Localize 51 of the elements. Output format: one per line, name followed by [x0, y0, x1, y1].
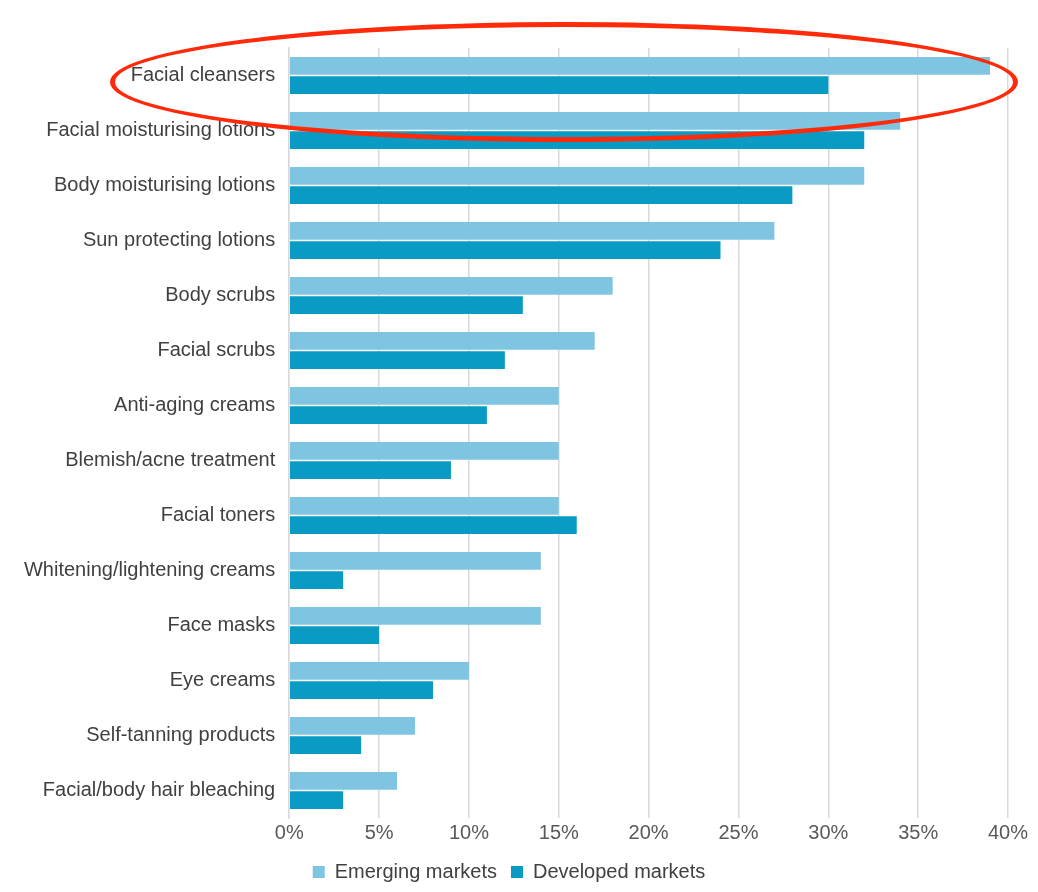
x-tick-label: 0% [274, 820, 304, 843]
x-tick-label: 25% [718, 820, 759, 843]
x-tick-label: 5% [364, 820, 394, 843]
bar [289, 296, 523, 314]
legend-label: Developed markets [532, 859, 706, 882]
bar [289, 387, 559, 405]
y-tick-label: Facial toners [160, 503, 276, 526]
bar [289, 442, 559, 460]
y-tick-label: Eye creams [169, 668, 276, 691]
bar [289, 332, 595, 350]
bar [289, 186, 793, 204]
y-tick-label: Facial/body hair bleaching [42, 778, 276, 801]
x-tick-label: 30% [808, 820, 849, 843]
bar [289, 717, 416, 735]
bar [289, 461, 451, 479]
bar [289, 791, 344, 809]
y-tick-label: Face masks [167, 613, 276, 636]
bar [289, 571, 344, 589]
y-tick-label: Facial scrubs [157, 338, 276, 361]
x-tick-label: 15% [538, 820, 580, 843]
y-tick-label: Sun protecting lotions [82, 228, 276, 251]
bar [289, 516, 577, 534]
bar [289, 277, 613, 295]
bar [289, 112, 901, 130]
x-tick-label: 10% [448, 820, 490, 843]
bar [289, 497, 559, 515]
y-tick-label: Whitening/lightening creams [23, 558, 276, 581]
bar [289, 57, 991, 75]
bar [289, 736, 362, 754]
x-tick-label: 20% [628, 820, 669, 843]
y-tick-label: Body moisturising lotions [54, 173, 276, 196]
bar [289, 241, 721, 259]
bar [289, 351, 505, 369]
bar [289, 167, 865, 185]
legend-label: Emerging markets [334, 859, 497, 882]
bar [289, 626, 380, 644]
y-tick-label: Self-tanning products [86, 723, 276, 746]
bar [289, 607, 541, 625]
y-tick-label: Blemish/acne treatment [65, 448, 276, 471]
y-tick-label: Body scrubs [165, 283, 276, 306]
bar [289, 406, 487, 424]
bar [289, 662, 469, 680]
y-tick-label: Facial cleansers [130, 63, 276, 86]
x-tick-label: 40% [987, 820, 1029, 843]
bar [289, 76, 829, 94]
bar [289, 681, 433, 699]
bar [289, 222, 775, 240]
bar [289, 552, 541, 570]
x-tick-label: 35% [898, 820, 939, 843]
bar [289, 772, 398, 790]
y-tick-label: Anti-aging creams [114, 393, 276, 416]
